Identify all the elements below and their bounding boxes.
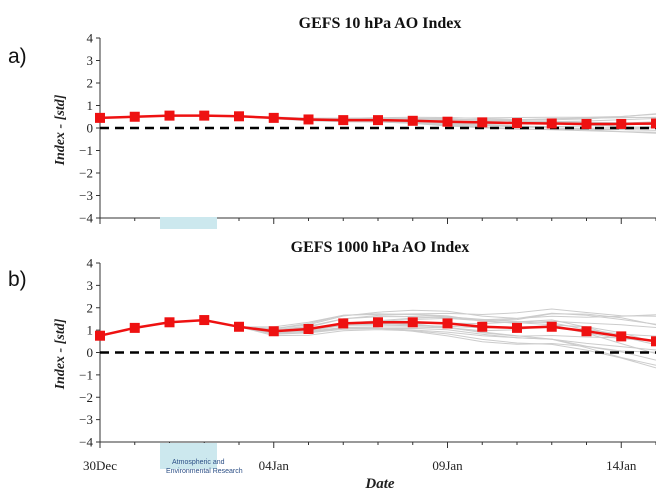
panel-b-mean-point xyxy=(199,315,210,326)
panel-b-mean-point xyxy=(477,321,488,332)
panel-a-mean-point xyxy=(616,118,627,129)
x-tick-label: 09Jan xyxy=(432,458,463,473)
panel-a-mean-point xyxy=(95,112,105,123)
panel-a-plot: −4 −3 −2 −1 0 1 2 3 4 xyxy=(79,31,656,226)
panel-a-title: GEFS 10 hPa AO Index xyxy=(299,15,462,32)
x-axis-label: Date xyxy=(364,476,395,492)
panel-b-mean-point xyxy=(164,317,175,328)
panel-a-mean-point xyxy=(477,117,488,128)
panel-b-ylabel: Index - [std] xyxy=(53,318,68,390)
panel-b-mean-point xyxy=(373,317,383,328)
panel-a-mean-point xyxy=(512,118,522,129)
panel-b-mean-point xyxy=(234,321,244,332)
panel-a-mean-point xyxy=(199,110,210,121)
panel-a-mean-point xyxy=(546,118,557,129)
panel-b-mean-point xyxy=(442,318,453,329)
panel-a-y-tick-label: −2 xyxy=(79,166,93,181)
panel-b-mean-point xyxy=(303,324,314,335)
panel-b-mean-point xyxy=(129,322,140,333)
panel-a: a) GEFS 10 hPa AO Index −4 −3 −2 −1 0 1 2 3 4 In… xyxy=(8,15,656,226)
panel-a-mean-point xyxy=(129,111,140,122)
panel-a-y-tick-label: 1 xyxy=(87,98,94,113)
panel-a-y-tick-label: −1 xyxy=(79,143,93,158)
panel-b-y-tick-label: −2 xyxy=(79,390,93,405)
x-tick-label: 04Jan xyxy=(259,458,290,473)
panel-b-plot: −4 −3 −2 −1 0 1 2 3 4 xyxy=(79,256,656,450)
panel-b-mean-point xyxy=(581,326,592,337)
panel-b-y-tick-label: −1 xyxy=(79,367,93,382)
panel-b-mean-point xyxy=(95,330,105,341)
panel-a-y-tick-label: 3 xyxy=(87,53,94,68)
panel-b-title: GEFS 1000 hPa AO Index xyxy=(291,239,470,256)
panel-b-label: b) xyxy=(8,268,27,291)
panel-b-mean-point xyxy=(268,326,279,337)
panel-a-y-tick-label: 0 xyxy=(87,121,94,136)
panel-b-mean-point xyxy=(546,321,557,332)
panel-a-mean-point xyxy=(407,115,418,126)
x-axis-ticks: 30Dec 04Jan 09Jan 14Jan xyxy=(83,458,637,473)
panel-b-y-tick-label: 2 xyxy=(87,300,94,315)
watermark-line1: Atmospheric and xyxy=(172,459,225,466)
x-tick-label: 14Jan xyxy=(606,458,637,473)
panel-a-mean-point xyxy=(164,110,175,121)
panel-a-mean-point xyxy=(581,118,592,129)
panel-b-mean-point xyxy=(616,331,627,342)
panel-b-mean-point xyxy=(512,322,522,333)
panel-b-y-tick-label: −3 xyxy=(79,412,93,427)
x-tick-label: 30Dec xyxy=(83,458,117,473)
panel-b: b) GEFS 1000 hPa AO Index −4−3−2−101234 … xyxy=(8,239,656,450)
panel-a-mean-point xyxy=(373,115,383,126)
panel-a-mean-point xyxy=(338,115,349,126)
panel-b-mean-point xyxy=(651,336,656,347)
panel-b-mean-point xyxy=(407,317,418,328)
panel-b-y-tick-label: 1 xyxy=(87,323,94,338)
panel-a-y-tick-label: −3 xyxy=(79,188,93,203)
panel-b-y-tick-label: −4 xyxy=(79,435,93,450)
panel-a-y-tick-label: −4 xyxy=(79,211,93,226)
panel-a-y-tick-label: 2 xyxy=(87,76,94,91)
panel-b-y-tick-label: 3 xyxy=(87,278,94,293)
panel-a-label: a) xyxy=(8,45,27,68)
panel-b-y-tick-label: 4 xyxy=(87,256,94,271)
watermark-box-bottom xyxy=(160,443,217,469)
panel-a-y-tick-label: 4 xyxy=(87,31,94,46)
watermark-logo: Atmospheric and Environmental Research xyxy=(160,217,243,475)
watermark-line2: Environmental Research xyxy=(166,468,243,475)
panel-a-mean-point xyxy=(234,111,244,122)
panel-b-mean-point xyxy=(338,318,349,329)
panel-b-y-tick-label: 0 xyxy=(87,345,94,360)
panel-a-mean-point xyxy=(442,116,453,127)
panel-a-mean-point xyxy=(268,112,279,123)
panel-a-mean-point xyxy=(651,118,656,129)
panel-a-ylabel: Index - [std] xyxy=(53,94,68,166)
watermark-box-top xyxy=(160,217,217,229)
panel-a-mean-point xyxy=(303,114,314,125)
